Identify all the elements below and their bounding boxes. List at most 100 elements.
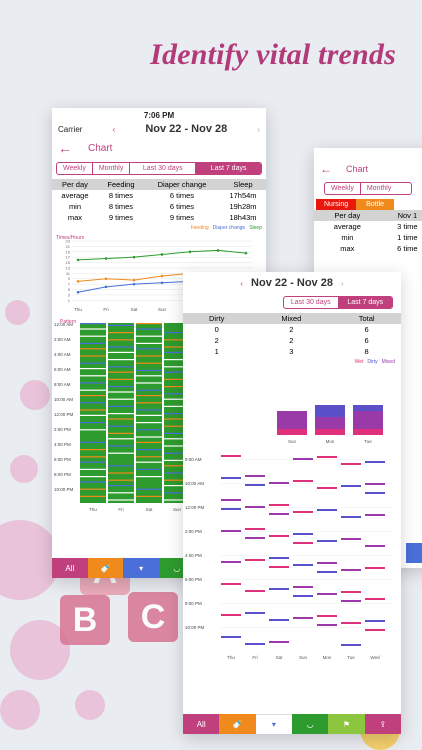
x-tick-label: Thu <box>227 655 235 660</box>
tab-last-30-days[interactable]: Last 30 days <box>130 163 197 174</box>
event-mark <box>136 409 162 411</box>
tab-bar: All 🍼 ▾ ◡ ⚑ ⇪ <box>183 714 401 734</box>
event-mark <box>221 455 241 457</box>
event-mark <box>341 622 361 624</box>
event-mark <box>108 465 134 467</box>
event-mark <box>136 456 162 458</box>
event-mark <box>317 562 337 564</box>
cell: 8 <box>364 347 369 356</box>
event-mark <box>221 530 241 532</box>
bar-segment <box>277 429 307 435</box>
event-mark <box>136 414 162 416</box>
col-header: Mixed <box>281 314 302 323</box>
event-mark <box>108 432 134 434</box>
nav-row: Carrier ‹ Nov 22 - Nov 28 › <box>52 122 266 136</box>
back-icon[interactable]: ← <box>320 162 332 176</box>
next-range-icon[interactable]: › <box>257 124 260 134</box>
cell: 2 <box>289 325 294 334</box>
tab-monthly[interactable]: Monthly <box>366 185 392 192</box>
cell: 2 <box>214 336 219 345</box>
tab-bottle[interactable]: Bottle <box>356 199 395 210</box>
row-label: min <box>68 202 82 211</box>
event-mark <box>269 641 289 643</box>
bottle-icon[interactable]: 🍼 <box>87 558 124 578</box>
legend-feeding: Feeding <box>190 225 209 231</box>
event-mark <box>108 445 134 447</box>
tab-last-30-days[interactable]: Last 30 days <box>284 297 339 308</box>
cell: 6 times <box>169 202 195 211</box>
stats-table: Per day Feeding Diaper change Sleep aver… <box>52 179 266 223</box>
sleep-column <box>136 323 162 503</box>
next-range-icon[interactable]: › <box>340 278 344 288</box>
y-tick-label: 3 <box>68 292 71 297</box>
cell: 9 times <box>108 213 134 222</box>
time-label: 4:00 AM <box>54 352 71 357</box>
legend-sleep: Sleep <box>249 225 262 231</box>
event-mark <box>245 590 265 592</box>
event-mark <box>108 351 134 353</box>
event-mark <box>80 441 106 443</box>
tab-group: Weekly Monthly <box>324 182 412 195</box>
cell: 19h28m <box>229 202 257 211</box>
data-point <box>188 250 192 254</box>
tab-weekly[interactable]: Weekly <box>57 163 93 174</box>
event-mark <box>108 438 134 440</box>
tab-last-7-days[interactable]: Last 7 days <box>338 297 392 308</box>
time-label: 12:00 AM <box>54 322 73 327</box>
data-point <box>160 281 164 285</box>
event-mark <box>80 495 106 497</box>
event-mark <box>80 402 106 404</box>
status-time: 7:06 PM <box>143 110 175 120</box>
event-mark <box>136 335 162 337</box>
event-mark <box>269 566 289 568</box>
event-mark <box>221 583 241 585</box>
cell: 17h54m <box>229 191 257 200</box>
event-mark <box>365 514 385 516</box>
y-tick-label: 13 <box>66 265 71 270</box>
time-label: 10:00 PM <box>185 625 205 630</box>
abc-block-b: B <box>60 595 110 645</box>
bottle-icon[interactable]: 🍼 <box>219 714 256 734</box>
tab-last-7-days[interactable]: Last 7 days <box>196 163 261 174</box>
event-mark <box>136 488 162 490</box>
row-label: max <box>340 244 355 253</box>
legend-dirty: Dirty <box>367 359 378 365</box>
event-mark <box>108 332 134 334</box>
back-icon[interactable]: ← <box>58 140 72 156</box>
tab-all[interactable]: All <box>183 714 220 734</box>
tab-all[interactable]: All <box>52 558 88 578</box>
time-label: 10:00 AM <box>185 481 204 486</box>
event-mark <box>269 535 289 537</box>
event-mark <box>136 402 162 404</box>
legend-wet: Wet <box>354 359 364 365</box>
flag-icon[interactable]: ⚑ <box>328 714 365 734</box>
event-mark <box>108 405 134 407</box>
event-mark <box>136 495 162 497</box>
share-icon[interactable]: ⇪ <box>364 714 401 734</box>
prev-range-icon[interactable]: ‹ <box>240 278 244 288</box>
prev-range-icon[interactable]: ‹ <box>112 124 116 134</box>
col-header: Dirty <box>208 314 225 323</box>
event-mark <box>341 485 361 487</box>
tab-group: Weekly Monthly Last 30 days Last 7 days <box>56 162 262 175</box>
event-mark <box>164 393 190 395</box>
cell: 3 <box>289 347 294 356</box>
tab-nursing[interactable]: Nursing <box>316 199 357 210</box>
y-axis-label: Times/Hours <box>56 235 85 241</box>
event-mark <box>136 436 162 438</box>
data-point <box>76 258 80 262</box>
diaper-icon[interactable]: ▾ <box>255 714 292 734</box>
data-point <box>76 290 80 294</box>
event-mark <box>164 459 190 461</box>
event-mark <box>164 485 190 487</box>
tab-group: Last 30 days Last 7 days <box>283 296 393 309</box>
x-tick-label: Sun <box>288 439 297 444</box>
diaper-icon[interactable]: ▾ <box>123 558 160 578</box>
row-label: min <box>341 233 354 242</box>
event-mark <box>365 629 385 631</box>
potty-icon[interactable]: ◡ <box>291 714 329 734</box>
data-point <box>132 255 136 259</box>
tab-weekly[interactable]: Weekly <box>325 183 361 194</box>
tab-monthly[interactable]: Monthly <box>93 163 131 174</box>
x-tick-label: Tue <box>364 439 372 444</box>
